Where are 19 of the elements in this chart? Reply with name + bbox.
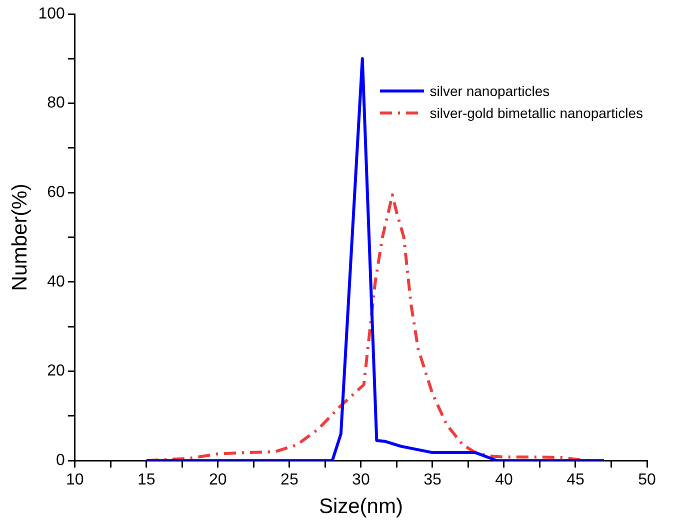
y-tick-label: 100: [38, 5, 65, 22]
y-tick-label: 40: [47, 273, 65, 290]
legend-label: silver-gold bimetallic nanoparticles: [430, 104, 643, 123]
x-tick-label: 40: [495, 472, 513, 489]
x-axis-title: Size(nm): [318, 495, 403, 518]
legend-label: silver nanoparticles: [430, 82, 550, 101]
y-tick-label: 80: [47, 94, 65, 112]
x-tick-label: 10: [66, 472, 84, 489]
x-tick-label: 45: [566, 472, 584, 489]
x-tick-label: 35: [424, 472, 442, 489]
x-tick-label: 25: [280, 472, 298, 489]
x-tick-label: 30: [352, 472, 370, 489]
y-tick-label: 0: [56, 452, 65, 470]
x-tick-label: 15: [138, 472, 156, 489]
y-tick-label: 20: [47, 362, 65, 380]
x-tick-label: 50: [638, 472, 656, 489]
x-tick-label: 20: [209, 472, 227, 489]
y-tick-label: 60: [47, 184, 65, 202]
y-axis-title: Number(%): [8, 184, 32, 291]
